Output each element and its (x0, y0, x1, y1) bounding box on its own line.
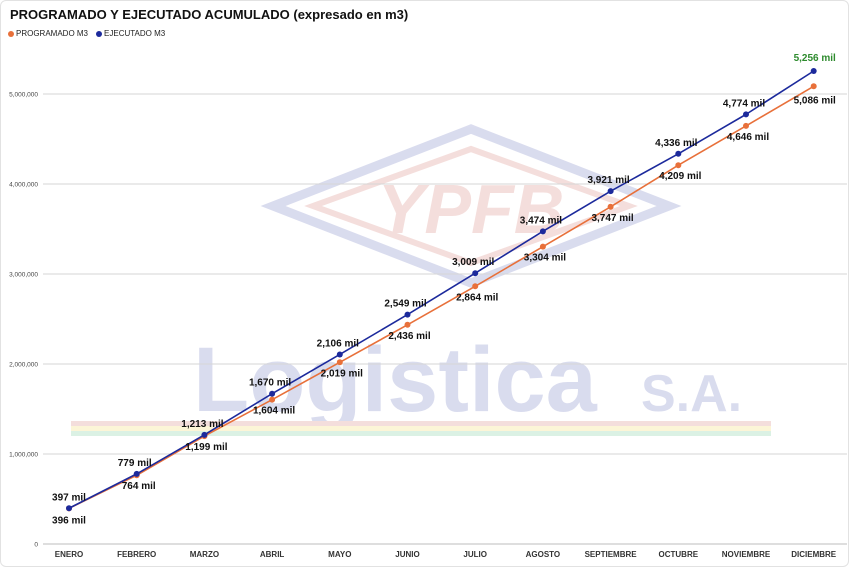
data-label-programado: 396 mil (52, 515, 86, 526)
data-label-programado: 3,747 mil (591, 213, 633, 224)
data-label-ejecutado: 5,256 mil (794, 53, 836, 64)
legend-dot-icon-ejecutado (96, 30, 103, 37)
x-tick-label: SEPTIEMBRE (585, 550, 638, 559)
data-label-programado: 3,304 mil (524, 253, 566, 264)
data-label-ejecutado: 4,774 mil (723, 98, 765, 109)
data-point-programado[interactable] (743, 122, 749, 129)
axis-layer: 0 1,000,000 2,000,000 3,000,000 4,000,000 5,0… (9, 92, 837, 559)
data-point-ejecutado[interactable] (66, 505, 72, 512)
data-label-ejecutado: 3,474 mil (520, 215, 562, 226)
x-tick-label: MARZO (190, 550, 219, 559)
legend-item-ejecutado[interactable]: EJECUTADO M3 (96, 29, 165, 38)
data-point-programado[interactable] (539, 243, 546, 250)
data-point-ejecutado[interactable] (675, 150, 682, 157)
data-point-programado[interactable] (336, 359, 343, 366)
data-label-ejecutado: 3,009 mil (452, 257, 494, 268)
data-label-ejecutado: 3,921 mil (587, 175, 629, 186)
data-label-programado: 764 mil (122, 481, 156, 492)
data-point-ejecutado[interactable] (743, 111, 749, 118)
legend-label-programado: PROGRAMADO M3 (16, 29, 89, 38)
watermark-diamond-inner (304, 145, 638, 267)
watermark-company-text: Logistica (193, 329, 598, 431)
chart-title: PROGRAMADO Y EJECUTADO ACUMULADO (expres… (10, 7, 409, 22)
data-point-ejecutado[interactable] (539, 228, 546, 235)
x-tick-label: OCTUBRE (659, 550, 699, 559)
data-label-ejecutado: 779 mil (118, 458, 152, 469)
series-line-programado (68, 85, 815, 510)
x-tick-label: AGOSTO (526, 550, 561, 559)
data-point-programado[interactable] (269, 396, 276, 403)
data-label-programado: 5,086 mil (794, 95, 836, 106)
grid-layer (43, 93, 847, 545)
legend-dot-icon-programado (8, 30, 14, 37)
x-tick-label: NOVIEMBRE (722, 550, 771, 559)
series-line-ejecutado (68, 70, 815, 509)
data-label-programado: 4,209 mil (659, 171, 701, 182)
series-layer (66, 67, 817, 512)
data-label-ejecutado: 4,336 mil (655, 138, 697, 149)
watermark-logo-text: YPFB (378, 170, 565, 248)
y-tick-label: 0 (34, 542, 38, 549)
data-point-ejecutado[interactable] (269, 390, 276, 397)
watermark-suffix-text: S.A. (641, 365, 742, 423)
data-label-ejecutado: 397 mil (52, 492, 86, 503)
x-tick-label: DICIEMBRE (791, 550, 837, 559)
x-tick-label: ABRIL (260, 550, 285, 559)
data-label-programado: 4,646 mil (727, 132, 769, 143)
watermark-stripe-yellow (71, 426, 771, 431)
x-tick-label: FEBRERO (117, 550, 156, 559)
data-label-layer: 396 mil 764 mil 1,199 mil 1,604 mil 2,019 mi… (52, 53, 836, 526)
x-tick-label: MAYO (328, 550, 351, 559)
data-point-programado[interactable] (404, 321, 411, 328)
data-label-programado: 2,019 mil (321, 368, 363, 379)
watermark: YPFB Logistica S.A. (71, 124, 771, 436)
watermark-stripe-red (71, 421, 771, 426)
data-label-ejecutado: 2,549 mil (384, 299, 426, 310)
y-tick-label: 5,000,000 (9, 92, 38, 99)
data-label-ejecutado: 1,213 mil (181, 419, 223, 430)
x-tick-label: JULIO (463, 550, 487, 559)
data-point-ejecutado[interactable] (336, 351, 343, 358)
data-label-programado: 1,199 mil (185, 442, 227, 453)
data-point-programado[interactable] (675, 162, 682, 169)
data-label-programado: 2,864 mil (456, 292, 498, 303)
legend-label-ejecutado: EJECUTADO M3 (104, 29, 166, 38)
data-label-ejecutado: 2,106 mil (317, 338, 359, 349)
data-point-ejecutado[interactable] (607, 188, 614, 195)
data-point-ejecutado[interactable] (404, 311, 411, 318)
data-label-programado: 2,436 mil (388, 331, 430, 342)
x-tick-label: JUNIO (395, 550, 419, 559)
y-tick-label: 1,000,000 (9, 452, 38, 459)
watermark-stripe-green (71, 431, 771, 436)
watermark-diamond-outline (260, 124, 682, 288)
data-label-programado: 1,604 mil (253, 406, 295, 417)
data-point-ejecutado[interactable] (472, 270, 479, 277)
legend: PROGRAMADO M3 EJECUTADO M3 (8, 29, 165, 38)
legend-item-programado[interactable]: PROGRAMADO M3 (8, 29, 88, 38)
y-tick-label: 4,000,000 (9, 182, 38, 189)
y-tick-label: 2,000,000 (9, 362, 38, 369)
data-point-programado[interactable] (607, 203, 614, 210)
data-point-programado[interactable] (472, 283, 479, 290)
x-tick-label: ENERO (55, 550, 83, 559)
y-tick-label: 3,000,000 (9, 272, 38, 279)
data-point-ejecutado[interactable] (133, 470, 140, 477)
data-point-ejecutado[interactable] (201, 431, 208, 438)
data-point-programado[interactable] (810, 83, 817, 90)
data-label-ejecutado: 1,670 mil (249, 378, 291, 389)
data-point-ejecutado[interactable] (810, 67, 817, 74)
